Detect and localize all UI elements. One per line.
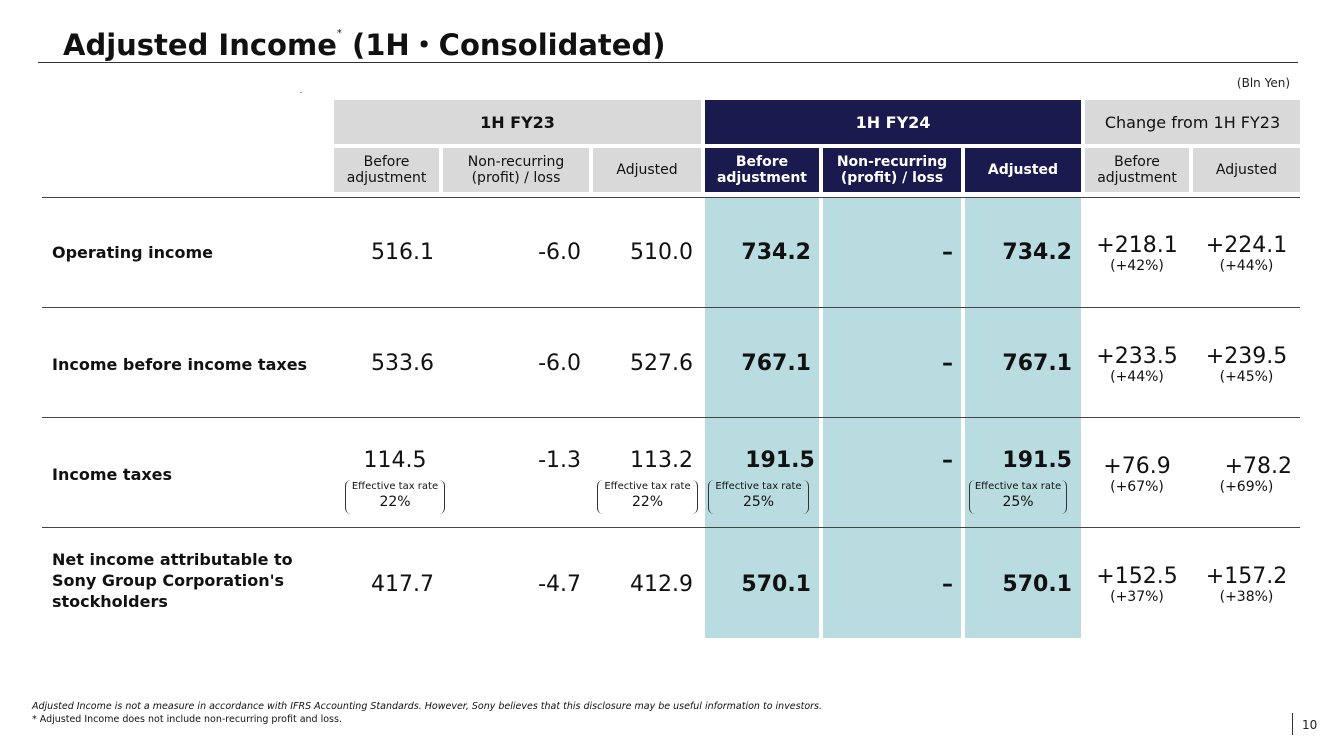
subheader-change-before: Before adjustment bbox=[1085, 148, 1189, 192]
tax-rate-label: Effective tax rate bbox=[604, 481, 691, 492]
change-before-cell: +233.5 (+44%) bbox=[1085, 344, 1189, 386]
fy23-adjusted-value: 510.0 bbox=[630, 240, 693, 265]
page-title: Adjusted Income* (1H・Consolidated) bbox=[63, 28, 666, 62]
change-adjusted-value: +239.5 bbox=[1205, 344, 1288, 369]
fy23-before-tax-rate: Effective tax rate 22% bbox=[345, 480, 445, 514]
title-divider bbox=[38, 62, 1298, 63]
fy23-before-value: 533.6 bbox=[371, 351, 434, 376]
subheader-fy24-before: Before adjustment bbox=[705, 148, 819, 192]
change-adjusted-pct: (+69%) bbox=[1219, 479, 1274, 495]
fy24-nonrecurring-value: – bbox=[942, 448, 953, 473]
row-divider bbox=[42, 417, 1300, 418]
fy24-adjusted-value: 191.5 bbox=[1002, 448, 1072, 473]
subheader-fy24-adjusted: Adjusted bbox=[965, 148, 1081, 192]
change-before-value: +218.1 bbox=[1096, 233, 1178, 258]
tax-rate-value: 25% bbox=[1002, 494, 1034, 510]
change-before-pct: (+42%) bbox=[1110, 258, 1164, 274]
change-adjusted-pct: (+45%) bbox=[1219, 369, 1274, 385]
fy23-before-value: 516.1 bbox=[371, 240, 434, 265]
group-header-fy24: 1H FY24 bbox=[705, 100, 1081, 144]
footnote-asterisk: * Adjusted Income does not include non-r… bbox=[32, 714, 342, 725]
fy23-nonrecurring-value: -1.3 bbox=[538, 448, 581, 473]
fy24-adjusted-value: 767.1 bbox=[1002, 351, 1072, 376]
row-divider bbox=[42, 307, 1300, 308]
fy24-nonrecurring-value: – bbox=[942, 351, 953, 376]
tax-rate-value: 25% bbox=[742, 494, 775, 510]
change-before-cell: +76.9 (+67%) bbox=[1085, 454, 1189, 496]
tax-rate-label: Effective tax rate bbox=[974, 481, 1062, 492]
change-before-pct: (+67%) bbox=[1110, 479, 1164, 495]
change-before-value: +233.5 bbox=[1096, 344, 1178, 369]
fy23-nonrecurring-value: -6.0 bbox=[538, 351, 581, 376]
change-before-pct: (+44%) bbox=[1110, 369, 1164, 385]
fy24-before-value: 191.5 bbox=[745, 448, 815, 473]
row-label-net-income: Net income attributable to Sony Group Co… bbox=[52, 550, 293, 611]
unit-label: (Bln Yen) bbox=[1236, 76, 1290, 90]
row-label-income-taxes: Income taxes bbox=[52, 465, 173, 484]
tax-rate-value: 22% bbox=[379, 494, 411, 510]
subheader-change-adjusted: Adjusted bbox=[1193, 148, 1300, 192]
fy24-before-tax-rate: Effective tax rate 25% bbox=[708, 480, 809, 514]
tax-rate-label: Effective tax rate bbox=[351, 481, 439, 492]
fy24-before-value: 734.2 bbox=[741, 240, 811, 265]
fy24-adjusted-tax-rate: Effective tax rate 25% bbox=[969, 480, 1067, 514]
row-label-operating-income: Operating income bbox=[52, 243, 214, 262]
change-adjusted-cell: +239.5 (+45%) bbox=[1193, 344, 1300, 386]
fy23-nonrecurring-value: -4.7 bbox=[538, 572, 581, 597]
fy24-before-value: 767.1 bbox=[741, 351, 811, 376]
fy23-adjusted-value: 527.6 bbox=[630, 351, 693, 376]
change-adjusted-cell: +224.1 (+44%) bbox=[1193, 233, 1300, 275]
footnote-disclaimer: Adjusted Income is not a measure in acco… bbox=[32, 701, 823, 712]
change-adjusted-cell: +157.2 (+38%) bbox=[1193, 564, 1300, 606]
tax-rate-label: Effective tax rate bbox=[715, 481, 802, 492]
group-header-change: Change from 1H FY23 bbox=[1085, 100, 1300, 144]
change-before-pct: (+37%) bbox=[1110, 589, 1164, 605]
group-header-fy23: 1H FY23 bbox=[334, 100, 701, 144]
change-before-cell: +152.5 (+37%) bbox=[1085, 564, 1189, 606]
title-asterisk: * bbox=[336, 28, 342, 39]
fy23-before-value: 114.5 bbox=[363, 448, 427, 473]
fy23-before-value: 417.7 bbox=[371, 572, 434, 597]
change-adjusted-value: +157.2 bbox=[1205, 564, 1288, 589]
fy23-adjusted-value: 412.9 bbox=[630, 572, 693, 597]
change-before-cell: +218.1 (+42%) bbox=[1085, 233, 1189, 275]
fy24-nonrecurring-value: – bbox=[942, 240, 953, 265]
row-label-income-before-taxes: Income before income taxes bbox=[52, 355, 308, 374]
row-divider bbox=[42, 527, 1300, 528]
change-before-value: +76.9 bbox=[1103, 454, 1171, 479]
change-adjusted-pct: (+38%) bbox=[1219, 589, 1274, 605]
subheader-fy23-before: Before adjustment bbox=[334, 148, 439, 192]
decorative-dot bbox=[300, 92, 302, 93]
fy24-before-value: 570.1 bbox=[741, 572, 811, 597]
subheader-fy24-nonrecurring: Non-recurring (profit) / loss bbox=[823, 148, 961, 192]
page-number: 10 bbox=[1302, 718, 1318, 732]
change-adjusted-pct: (+44%) bbox=[1219, 258, 1274, 274]
tax-rate-value: 22% bbox=[631, 494, 664, 510]
change-adjusted-cell: +78.2 (+69%) bbox=[1193, 454, 1300, 496]
fy24-adjusted-value: 734.2 bbox=[1002, 240, 1072, 265]
change-before-value: +152.5 bbox=[1096, 564, 1178, 589]
fy23-adjusted-tax-rate: Effective tax rate 22% bbox=[597, 480, 698, 514]
change-adjusted-value: +224.1 bbox=[1205, 233, 1288, 258]
subheader-fy23-adjusted: Adjusted bbox=[593, 148, 701, 192]
fy24-nonrecurring-value: – bbox=[942, 572, 953, 597]
fy24-adjusted-value: 570.1 bbox=[1002, 572, 1072, 597]
row-divider bbox=[42, 197, 1300, 198]
fy23-nonrecurring-value: -6.0 bbox=[538, 240, 581, 265]
change-adjusted-value: +78.2 bbox=[1224, 454, 1292, 479]
page-number-divider bbox=[1292, 713, 1293, 735]
fy23-adjusted-value: 113.2 bbox=[630, 448, 693, 473]
subheader-fy23-nonrecurring: Non-recurring (profit) / loss bbox=[443, 148, 589, 192]
